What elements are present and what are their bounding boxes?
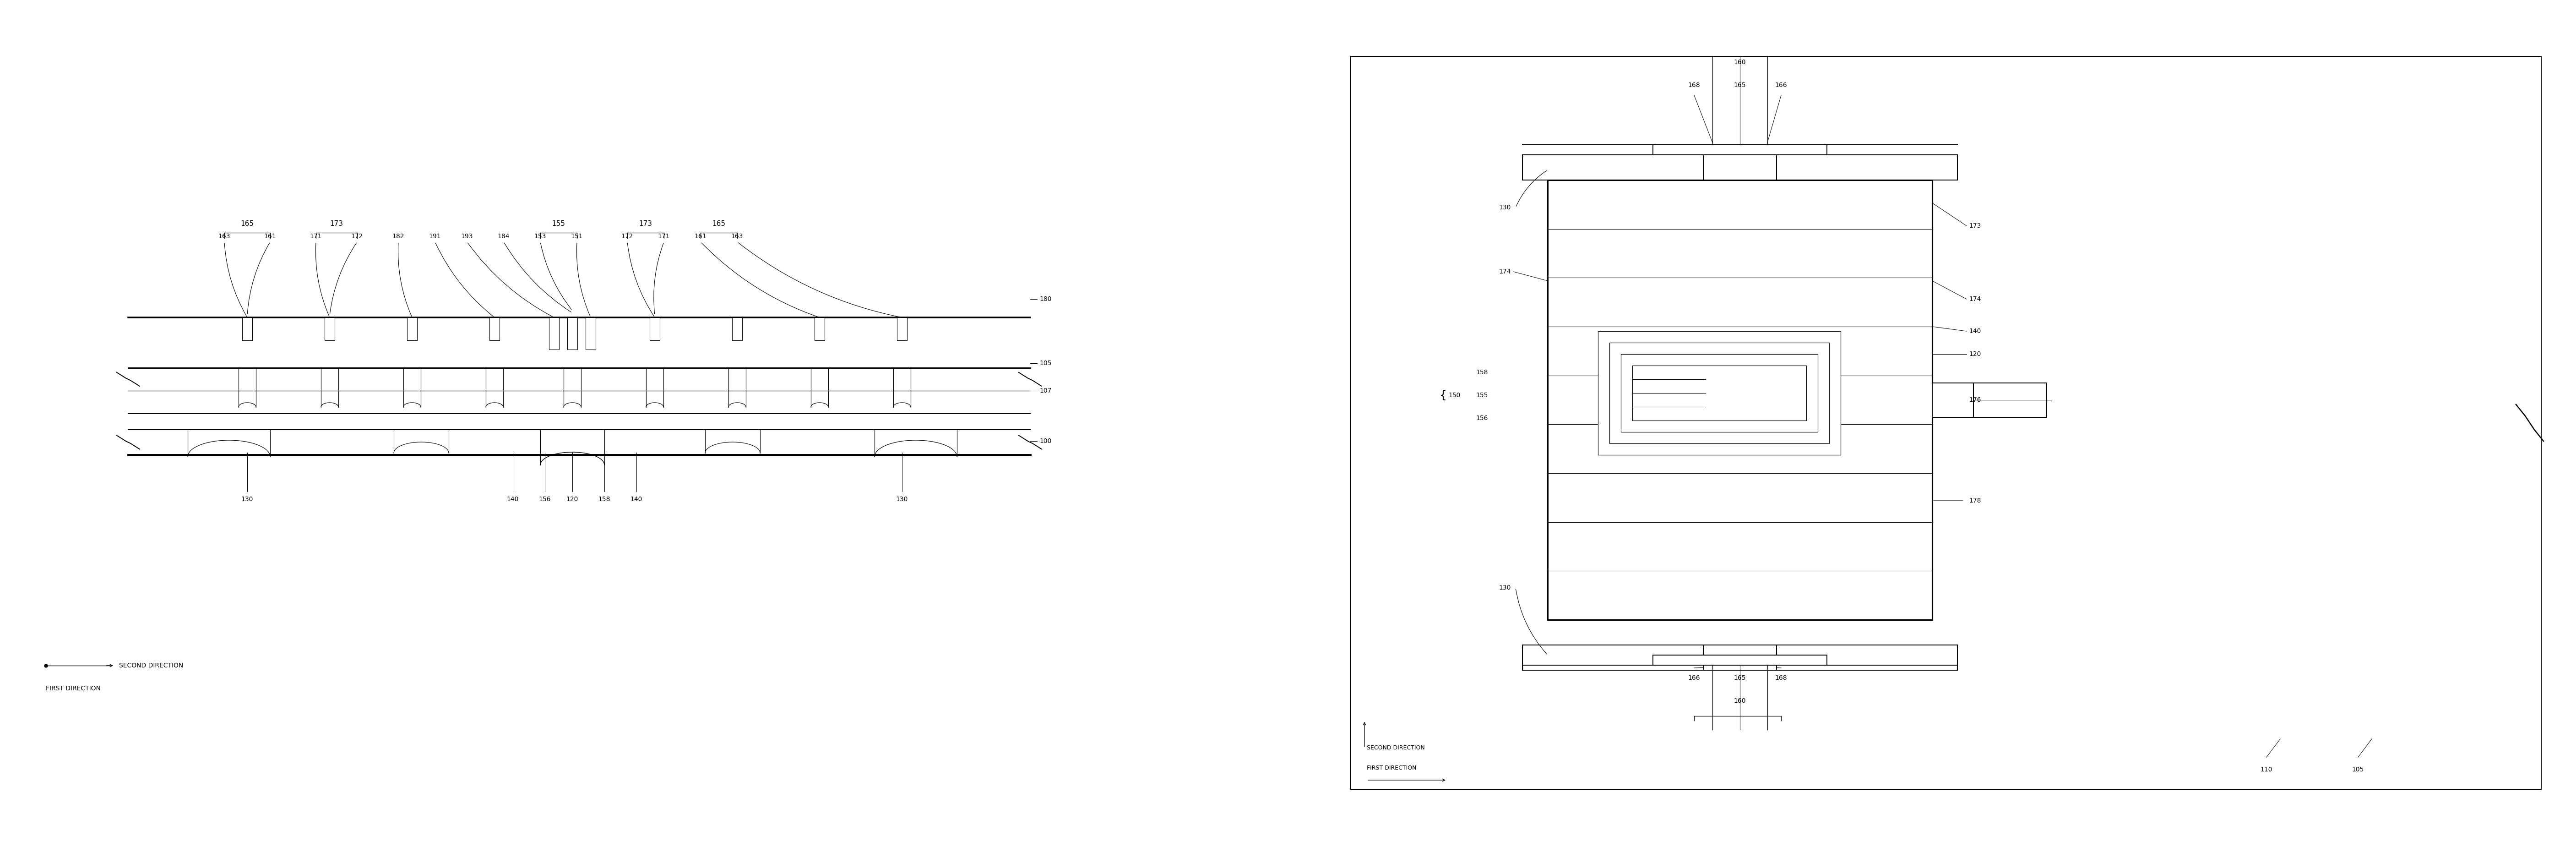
Bar <box>1548 180 1932 619</box>
Text: 161: 161 <box>265 233 276 239</box>
Text: 130: 130 <box>896 496 909 503</box>
Text: 120: 120 <box>1968 351 1981 357</box>
Bar <box>1703 645 1777 670</box>
Text: 163: 163 <box>219 233 229 239</box>
Text: 105: 105 <box>2352 766 2365 773</box>
Text: 172: 172 <box>621 233 634 239</box>
Text: 173: 173 <box>1968 222 1981 229</box>
Text: 165: 165 <box>1734 82 1747 88</box>
Text: 155: 155 <box>1476 392 1489 398</box>
Bar <box>567 317 577 341</box>
Bar <box>649 317 659 341</box>
Text: 171: 171 <box>657 233 670 239</box>
Text: 156: 156 <box>1476 415 1489 421</box>
Text: 160: 160 <box>1734 59 1747 65</box>
Text: 155: 155 <box>551 221 564 227</box>
Bar <box>732 317 742 341</box>
Text: 168: 168 <box>1775 674 1788 681</box>
Text: 153: 153 <box>533 233 546 239</box>
Text: SECOND DIRECTION: SECOND DIRECTION <box>1368 745 1425 751</box>
Text: 173: 173 <box>330 221 343 227</box>
Bar <box>1620 354 1819 432</box>
Text: 165: 165 <box>711 221 726 227</box>
Text: 140: 140 <box>631 496 641 503</box>
Text: 165: 165 <box>1734 674 1747 681</box>
Text: 140: 140 <box>507 496 518 503</box>
Text: 180: 180 <box>1038 296 1051 302</box>
Text: 182: 182 <box>392 233 404 239</box>
Text: 176: 176 <box>1968 396 1981 403</box>
Bar <box>489 317 500 341</box>
Text: 156: 156 <box>538 496 551 503</box>
Text: 158: 158 <box>1476 369 1489 376</box>
Text: SECOND DIRECTION: SECOND DIRECTION <box>118 662 183 668</box>
Bar <box>1703 154 1777 180</box>
Text: 172: 172 <box>350 233 363 239</box>
Bar <box>1633 366 1806 420</box>
Bar <box>1654 145 1826 154</box>
Text: 158: 158 <box>598 496 611 503</box>
Bar <box>585 317 595 349</box>
Text: 171: 171 <box>309 233 322 239</box>
Text: 120: 120 <box>567 496 580 503</box>
Text: 130: 130 <box>1499 584 1512 591</box>
Text: 150: 150 <box>1448 392 1461 398</box>
Text: FIRST DIRECTION: FIRST DIRECTION <box>1368 765 1417 771</box>
Text: 184: 184 <box>497 233 510 239</box>
Text: 166: 166 <box>1775 82 1788 88</box>
Text: 168: 168 <box>1687 82 1700 88</box>
Bar <box>1932 383 1973 417</box>
Text: 191: 191 <box>428 233 440 239</box>
Text: 166: 166 <box>1687 674 1700 681</box>
Text: 151: 151 <box>572 233 582 239</box>
Bar <box>325 317 335 341</box>
Bar <box>407 317 417 341</box>
Text: 105: 105 <box>1038 360 1051 366</box>
Text: 163: 163 <box>732 233 744 239</box>
Bar <box>814 317 824 341</box>
Text: 173: 173 <box>639 221 652 227</box>
Text: 130: 130 <box>1499 204 1512 211</box>
Text: 140: 140 <box>1968 328 1981 335</box>
Bar <box>1350 57 2540 789</box>
Text: 107: 107 <box>1038 388 1051 394</box>
Text: 100: 100 <box>1038 438 1051 444</box>
Text: 161: 161 <box>696 233 706 239</box>
Text: 178: 178 <box>1968 498 1981 504</box>
Bar <box>1654 655 1826 665</box>
Text: 130: 130 <box>242 496 252 503</box>
Text: FIRST DIRECTION: FIRST DIRECTION <box>46 686 100 692</box>
Text: 193: 193 <box>461 233 474 239</box>
Bar <box>896 317 907 341</box>
Bar <box>242 317 252 341</box>
Bar <box>1610 342 1829 444</box>
Bar <box>1597 331 1842 455</box>
Bar <box>549 317 559 349</box>
Text: 165: 165 <box>240 221 255 227</box>
Text: {: { <box>1440 390 1448 401</box>
Text: 174: 174 <box>1499 269 1512 275</box>
Text: 174: 174 <box>1968 296 1981 302</box>
Bar <box>567 317 577 349</box>
Text: 110: 110 <box>2259 766 2272 773</box>
Text: 160: 160 <box>1734 698 1747 704</box>
